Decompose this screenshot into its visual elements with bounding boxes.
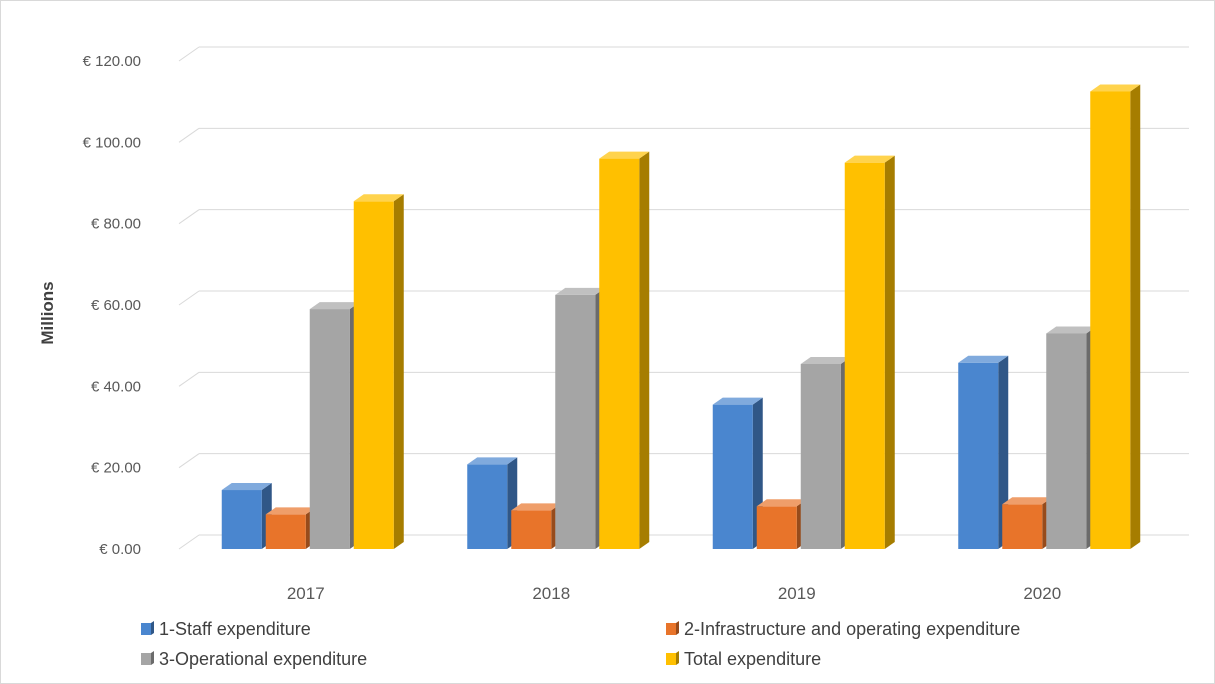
bar <box>800 356 851 549</box>
legend-item: Total expenditure <box>666 649 821 669</box>
bar-front <box>1002 504 1043 549</box>
gridline-depth <box>178 127 200 143</box>
x-tick-label: 2020 <box>1023 584 1061 603</box>
bars <box>221 84 1141 550</box>
legend-item: 3-Operational expenditure <box>141 649 367 669</box>
bar-front <box>265 514 306 549</box>
y-tick-label: € 20.00 <box>91 460 141 477</box>
bar <box>467 457 518 549</box>
y-tick-label: € 120.00 <box>83 53 141 70</box>
y-tick-label: € 60.00 <box>91 297 141 314</box>
bar <box>1090 84 1141 549</box>
bar-top <box>309 302 360 310</box>
bar <box>1002 497 1053 549</box>
legend-swatch-side <box>676 651 679 665</box>
bar-side <box>884 155 895 549</box>
bar <box>756 499 807 549</box>
y-axis-ticks: € 0.00 € 20.00 € 40.00 € 60.00 € 80.00 € 100.… <box>83 53 141 558</box>
legend-item: 2-Infrastructure and operating expenditu… <box>666 619 1020 639</box>
legend-swatch-side <box>151 621 154 635</box>
y-axis-label: Millions <box>38 281 57 344</box>
bar-top <box>1046 326 1097 334</box>
bar-top <box>1090 84 1141 92</box>
bar <box>599 151 650 549</box>
bar-top <box>467 457 518 465</box>
bar-top <box>958 355 1009 363</box>
bar-top <box>221 483 272 491</box>
bar-top <box>844 155 895 163</box>
bar-front <box>221 490 262 549</box>
legend-swatch <box>141 653 151 665</box>
bar <box>511 503 562 549</box>
legend-swatch-side <box>676 621 679 635</box>
x-tick-label: 2018 <box>532 584 570 603</box>
y-tick-label: € 100.00 <box>83 134 141 151</box>
bar-top <box>756 499 807 507</box>
bar-front <box>309 309 350 549</box>
bar-top <box>511 503 562 511</box>
bar <box>353 194 404 550</box>
x-axis-ticks: 2017 2018 2019 2020 <box>287 584 1061 603</box>
bar-front <box>844 162 885 549</box>
bar-top <box>353 194 404 202</box>
y-tick-label: € 0.00 <box>99 541 141 558</box>
bar-top <box>599 151 650 159</box>
legend-item: 1-Staff expenditure <box>141 619 311 639</box>
y-tick-label: € 40.00 <box>91 378 141 395</box>
gridline-depth <box>178 453 200 469</box>
bar-top <box>800 356 851 364</box>
bar-front <box>353 201 394 550</box>
bar-front <box>958 362 999 549</box>
bar-top <box>265 507 316 515</box>
bar <box>309 302 360 549</box>
bar-front <box>800 363 841 549</box>
legend-label: Total expenditure <box>684 649 821 669</box>
bar-side <box>393 194 404 550</box>
x-tick-label: 2019 <box>778 584 816 603</box>
bar-front <box>756 506 797 549</box>
gridline-depth <box>178 209 200 225</box>
bar <box>555 287 606 549</box>
legend-swatch <box>141 623 151 635</box>
gridline-depth <box>178 371 200 387</box>
bar-top <box>1002 497 1053 505</box>
gridline-depth <box>178 46 200 62</box>
bar-front <box>467 464 508 549</box>
bar-front <box>555 294 596 549</box>
bar-front <box>511 510 552 549</box>
legend-swatch <box>666 623 676 635</box>
bar-side <box>639 151 650 549</box>
bar <box>712 397 763 549</box>
legend-label: 1-Staff expenditure <box>159 619 311 639</box>
bar-front <box>712 404 753 549</box>
bar-side <box>1130 84 1141 549</box>
bar <box>1046 326 1097 549</box>
bar-front <box>1046 333 1087 549</box>
bar-front <box>1090 91 1131 549</box>
legend-label: 2-Infrastructure and operating expenditu… <box>684 619 1020 639</box>
x-tick-label: 2017 <box>287 584 325 603</box>
bar-side <box>998 355 1009 549</box>
legend-swatch <box>666 653 676 665</box>
bar-top <box>555 287 606 295</box>
legend-label: 3-Operational expenditure <box>159 649 367 669</box>
legend: 1-Staff expenditure 2-Infrastructure and … <box>141 619 1020 669</box>
bar <box>221 483 272 549</box>
bar <box>958 355 1009 549</box>
gridline-depth <box>178 534 200 550</box>
bar <box>265 507 316 549</box>
bar-front <box>599 158 640 549</box>
y-tick-label: € 80.00 <box>91 216 141 233</box>
bar <box>844 155 895 549</box>
gridline-depth <box>178 290 200 306</box>
legend-swatch-side <box>151 651 154 665</box>
bar-top <box>712 397 763 405</box>
